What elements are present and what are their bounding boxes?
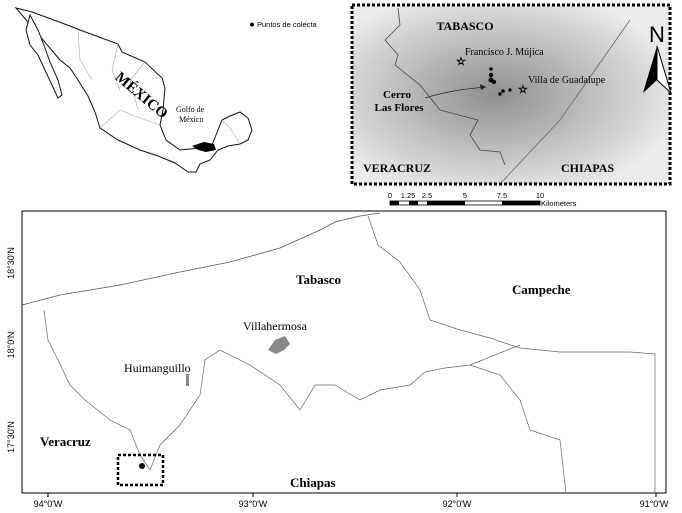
legend-dot-icon [250, 22, 254, 27]
collection-points [488, 67, 512, 96]
label-huimanguillo: Huimanguillo [124, 361, 191, 375]
coastline [21, 212, 381, 306]
mexico-outline [14, 7, 253, 173]
arrow-head-icon [480, 84, 486, 90]
label-chiapas: Chiapas [290, 475, 336, 490]
scale-bar: 0 1.25 2.5 5 7.5 10 Kilometers [388, 191, 577, 208]
inset-frame [350, 3, 672, 186]
inset-label-tabasco: TABASCO [436, 19, 493, 33]
lat-tick: 17°30'N [6, 421, 16, 453]
north-arrow: N [643, 22, 673, 95]
lon-tick: 94°0'W [34, 499, 63, 509]
lon-tick: 93°0'W [239, 499, 268, 509]
label-veracruz: Veracruz [40, 434, 91, 449]
villahermosa-urban-area [268, 336, 290, 354]
study-area-point [139, 463, 145, 469]
town-label-mujica: Francisco J. Mújica [465, 47, 544, 58]
north-label: N [649, 22, 665, 47]
legend-label: Puntos de colecta [257, 20, 317, 29]
scale-tick: 0 [388, 191, 392, 200]
state-boundary-tabasco-veracruz [384, 7, 506, 166]
baja-california [25, 13, 63, 99]
town-star-icon: ☆ [456, 56, 466, 68]
scale-tick: 2.5 [422, 191, 432, 200]
huimanguillo-urban-area [186, 374, 189, 386]
site-label-2: Las Flores [375, 102, 425, 114]
lon-tick: 92°0'W [443, 499, 472, 509]
scale-tick: 5 [463, 191, 467, 200]
label-villahermosa: Villahermosa [243, 319, 308, 333]
site-arrow [424, 86, 487, 99]
scale-unit: Kilometers [541, 199, 577, 208]
town-label-guadalupe: Villa de Guadalupe [528, 75, 606, 86]
inset-map: TABASCO VERACRUZ CHIAPAS Francisco J. Mú… [350, 3, 672, 186]
scale-tick: 10 [536, 191, 544, 200]
site-label: Cerro [383, 89, 411, 101]
gulf-label: Golfo de [176, 105, 205, 114]
state-boundary-chiapas [499, 19, 631, 185]
tabasco-highlight [192, 142, 216, 152]
mexico-overview-map: MÉXICO Golfo de México Puntos de colecta [14, 7, 317, 173]
lat-tick: 18°0'N [6, 332, 16, 359]
tabasco-boundary [43, 215, 656, 494]
scale-tick: 7.5 [497, 191, 507, 200]
lon-tick: 91°0'W [640, 499, 669, 509]
scale-tick: 1.25 [401, 191, 416, 200]
lat-tick: 18°30'N [6, 247, 16, 279]
label-campeche: Campeche [512, 282, 571, 297]
study-area-box [116, 453, 165, 487]
inset-label-veracruz: VERACRUZ [363, 161, 431, 175]
main-map: Tabasco Campeche Villahermosa Huimanguil… [6, 210, 669, 509]
state-boundaries [77, 29, 241, 145]
label-tabasco: Tabasco [296, 272, 341, 287]
town-star-icon: ☆ [518, 84, 528, 96]
inset-label-chiapas: CHIAPAS [561, 161, 614, 175]
north-arrow-icon [643, 46, 657, 93]
gulf-label-2: México [179, 115, 203, 124]
